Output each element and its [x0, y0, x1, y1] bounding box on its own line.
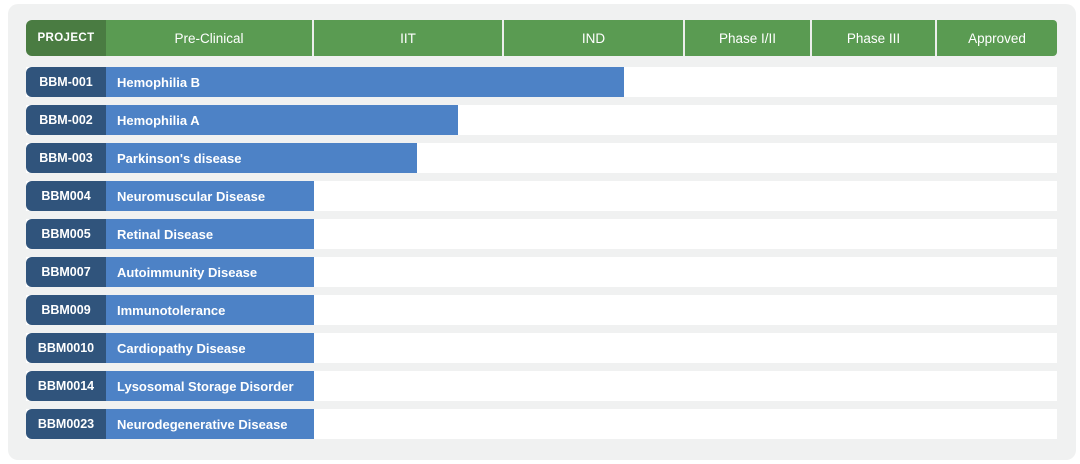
progress-bar: Neurodegenerative Disease — [106, 409, 315, 439]
indication-label: Immunotolerance — [117, 302, 226, 318]
project-id-badge: BBM-003 — [26, 143, 106, 173]
project-id-badge: BBM005 — [26, 219, 106, 249]
project-row: BBM009 Immunotolerance — [26, 295, 1057, 325]
project-id-badge: BBM-002 — [26, 105, 106, 135]
project-row: BBM004 Neuromuscular Disease — [26, 181, 1057, 211]
header-phase-ind: IND — [502, 20, 683, 56]
project-row: BBM007 Autoimmunity Disease — [26, 257, 1057, 287]
progress-bar: Autoimmunity Disease — [106, 257, 315, 287]
indication-label: Neuromuscular Disease — [117, 188, 266, 204]
indication-label: Cardiopathy Disease — [117, 340, 246, 356]
header-phase-approved: Approved — [935, 20, 1057, 56]
indication-label: Neurodegenerative Disease — [117, 416, 288, 432]
project-row: BBM-003 Parkinson's disease — [26, 143, 1057, 173]
header-phase-phase3: Phase III — [810, 20, 935, 56]
indication-label: Hemophilia A — [117, 112, 200, 128]
project-id-badge: BBM-001 — [26, 67, 106, 97]
progress-bar: Hemophilia B — [106, 67, 624, 97]
progress-bar: Neuromuscular Disease — [106, 181, 315, 211]
progress-bar: Hemophilia A — [106, 105, 458, 135]
pipeline-chart: PROJECT Pre-Clinical IIT IND Phase I/II … — [26, 20, 1057, 447]
progress-bar: Parkinson's disease — [106, 143, 418, 173]
project-row: BBM0023 Neurodegenerative Disease — [26, 409, 1057, 439]
project-id-badge: BBM0023 — [26, 409, 106, 439]
pipeline-header: PROJECT Pre-Clinical IIT IND Phase I/II … — [26, 20, 1057, 56]
progress-bar: Lysosomal Storage Disorder — [106, 371, 315, 401]
project-row: BBM005 Retinal Disease — [26, 219, 1057, 249]
project-id-badge: BBM009 — [26, 295, 106, 325]
indication-label: Parkinson's disease — [117, 150, 242, 166]
project-row: BBM0010 Cardiopathy Disease — [26, 333, 1057, 363]
project-row: BBM0014 Lysosomal Storage Disorder — [26, 371, 1057, 401]
pipeline-panel: PROJECT Pre-Clinical IIT IND Phase I/II … — [8, 4, 1076, 460]
indication-label: Retinal Disease — [117, 226, 214, 242]
indication-label: Hemophilia B — [117, 74, 201, 90]
project-id-badge: BBM0010 — [26, 333, 106, 363]
project-id-badge: BBM007 — [26, 257, 106, 287]
indication-label: Lysosomal Storage Disorder — [117, 378, 294, 394]
header-phase-preclinical: Pre-Clinical — [106, 20, 312, 56]
project-id-badge: BBM004 — [26, 181, 106, 211]
indication-label: Autoimmunity Disease — [117, 264, 258, 280]
project-id-badge: BBM0014 — [26, 371, 106, 401]
progress-bar: Cardiopathy Disease — [106, 333, 315, 363]
header-phase-phase1-2: Phase I/II — [683, 20, 810, 56]
project-row: BBM-001 Hemophilia B — [26, 67, 1057, 97]
progress-bar: Immunotolerance — [106, 295, 315, 325]
header-project: PROJECT — [26, 20, 106, 56]
header-phase-iit: IIT — [312, 20, 502, 56]
progress-bar: Retinal Disease — [106, 219, 315, 249]
project-row: BBM-002 Hemophilia A — [26, 105, 1057, 135]
